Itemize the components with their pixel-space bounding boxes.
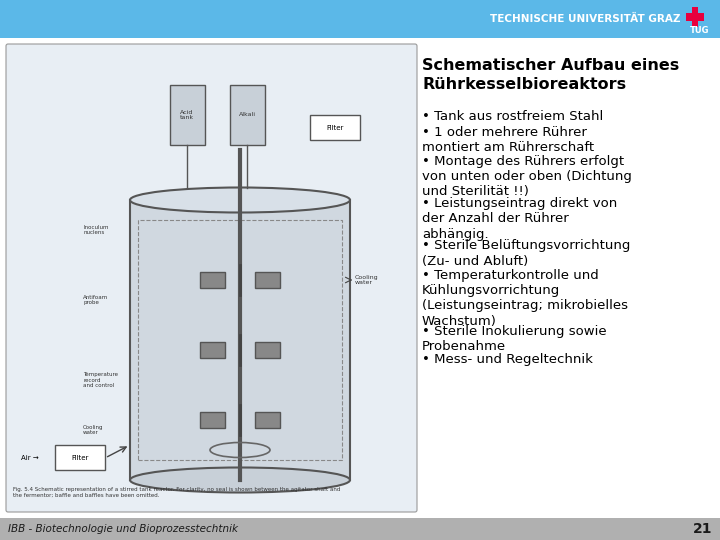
Bar: [200, 272, 225, 288]
Text: Antifoam
probe: Antifoam probe: [83, 295, 108, 306]
Bar: [55, 445, 105, 470]
Text: Fig. 5.4 Schematic representation of a stirred tank reactor. For clarity, no sea: Fig. 5.4 Schematic representation of a s…: [13, 487, 341, 498]
Bar: [0, 38, 720, 518]
Text: Alkali: Alkali: [238, 112, 256, 118]
Text: • Temperaturkontrolle und
Kühlungsvorrichtung
(Leistungseintrag; mikrobielles
Wa: • Temperaturkontrolle und Kühlungsvorric…: [422, 268, 628, 328]
Bar: [255, 412, 280, 428]
Text: Filter: Filter: [326, 125, 343, 131]
Text: Air →: Air →: [21, 455, 39, 461]
Bar: [0, 518, 720, 540]
Bar: [310, 115, 360, 140]
Text: Schematischer Aufbau eines
Rührkesselbioreaktors: Schematischer Aufbau eines Rührkesselbio…: [422, 58, 679, 92]
Bar: [686, 13, 704, 21]
Bar: [130, 200, 350, 480]
Bar: [0, 0, 720, 38]
Text: • Tank aus rostfreiem Stahl: • Tank aus rostfreiem Stahl: [422, 110, 603, 123]
FancyBboxPatch shape: [6, 44, 417, 512]
Text: Acid
tank: Acid tank: [180, 110, 194, 120]
Bar: [138, 220, 342, 460]
Text: Cooling
water: Cooling water: [83, 424, 104, 435]
Text: • Leistungseintrag direkt von
der Anzahl der Rührer
abhängig.: • Leistungseintrag direkt von der Anzahl…: [422, 197, 617, 241]
Text: 21: 21: [693, 522, 712, 536]
Text: • Sterile Belüftungsvorrichtung
(Zu- und Abluft): • Sterile Belüftungsvorrichtung (Zu- und…: [422, 240, 631, 268]
Bar: [170, 85, 205, 145]
Bar: [230, 85, 265, 145]
Ellipse shape: [130, 187, 350, 213]
Bar: [692, 7, 698, 27]
Text: Temperature
record
and control: Temperature record and control: [83, 372, 118, 388]
Text: Filter: Filter: [71, 455, 89, 461]
Text: TUG: TUG: [690, 26, 710, 35]
Text: TECHNISCHE UNIVERSITÄT GRAZ: TECHNISCHE UNIVERSITÄT GRAZ: [490, 14, 680, 24]
Text: IBB - Biotechnologie und Bioprozesstechtnik: IBB - Biotechnologie und Bioprozesstecht…: [8, 524, 238, 534]
Bar: [200, 342, 225, 358]
Text: • Mess- und Regeltechnik: • Mess- und Regeltechnik: [422, 354, 593, 367]
Bar: [255, 272, 280, 288]
Text: Inoculum
nuclens: Inoculum nuclens: [83, 225, 109, 235]
Ellipse shape: [130, 468, 350, 492]
Text: • Montage des Rührers erfolgt
von unten oder oben (Dichtung
und Sterilität !!): • Montage des Rührers erfolgt von unten …: [422, 154, 632, 199]
Text: Cooling
water: Cooling water: [355, 275, 379, 286]
Text: • 1 oder mehrere Rührer
montiert am Rührerschaft: • 1 oder mehrere Rührer montiert am Rühr…: [422, 125, 594, 154]
Bar: [200, 412, 225, 428]
Text: • Sterile Inokulierung sowie
Probenahme: • Sterile Inokulierung sowie Probenahme: [422, 325, 607, 353]
Bar: [255, 342, 280, 358]
